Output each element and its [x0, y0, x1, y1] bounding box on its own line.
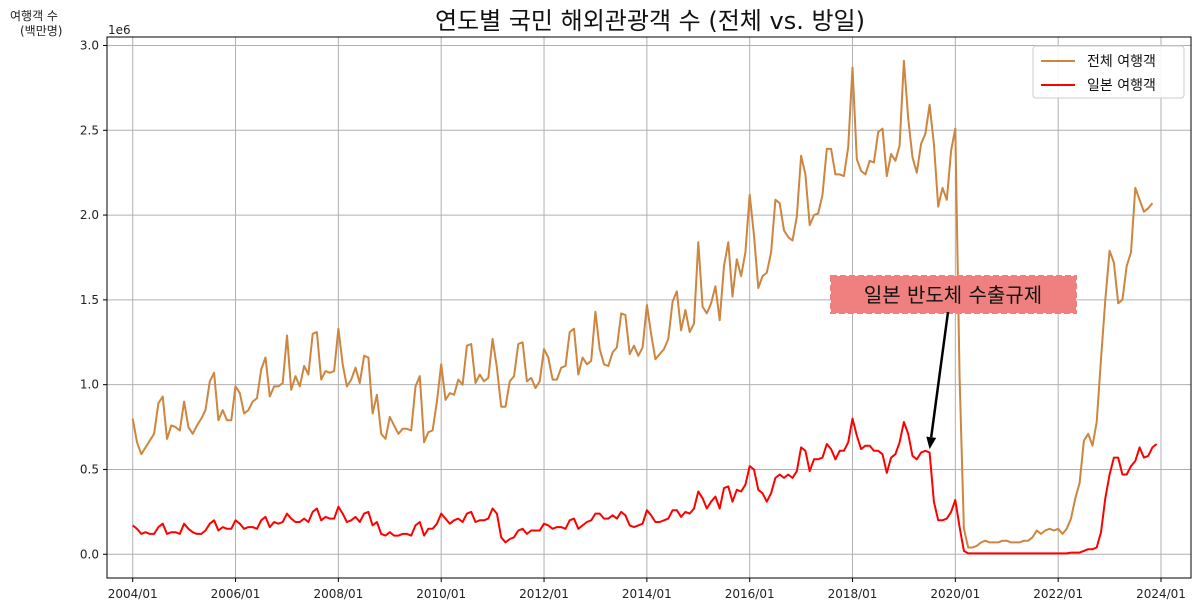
series-layer [131, 59, 1158, 555]
y-tick-label: 2.5 [80, 123, 99, 137]
y-tick-label: 1.0 [80, 378, 99, 392]
x-tick-label: 2018/01 [828, 587, 878, 601]
annotation-text: 일본 반도체 수출규제 [864, 283, 1042, 307]
y-offset-label: 1e6 [108, 23, 131, 37]
y-axis-label: 여행객 수(백만명) [10, 8, 62, 38]
x-tick-label: 2020/01 [930, 587, 980, 601]
x-tick-label: 2012/01 [519, 587, 569, 601]
legend: 전체 여행객 일본 여행객 [1032, 45, 1185, 99]
annotation-arrowhead [926, 436, 937, 450]
legend-label-total: 전체 여행객 [1087, 54, 1156, 70]
x-tick-label: 2014/01 [622, 587, 672, 601]
y-tick-label: 1.5 [80, 293, 99, 307]
y-tick-label: 0.5 [80, 462, 99, 476]
x-tick-label: 2024/01 [1136, 587, 1186, 601]
y-tick-label: 2.0 [80, 208, 99, 222]
y-axis-label-line: 여행객 수 [10, 8, 58, 23]
x-tick-label: 2008/01 [313, 587, 363, 601]
legend-label-japan: 일본 여행객 [1087, 78, 1156, 94]
series-line-total [131, 59, 1154, 549]
x-tick-label: 2016/01 [725, 587, 775, 601]
x-tick-label: 2022/01 [1033, 587, 1083, 601]
annotation: 일본 반도체 수출규제 [830, 275, 1077, 450]
y-tick-label: 3.0 [80, 38, 99, 52]
x-tick-label: 2010/01 [416, 587, 466, 601]
ticks: 2004/01 2006/01 2008/01 2010/01 2012/01 2014/… [80, 38, 1186, 601]
annotation-box [830, 275, 1077, 314]
x-tick-label: 2006/01 [211, 587, 261, 601]
annotation-arrow [929, 311, 950, 438]
series-line-japan [132, 417, 1158, 555]
y-tick-label: 0.0 [80, 547, 99, 561]
y-axis-label-line: (백만명) [20, 24, 62, 38]
chart-title: 연도별 국민 해외관광객 수 (전체 vs. 방일) [435, 7, 865, 35]
plot-frame [106, 36, 1192, 579]
grid [107, 37, 1191, 578]
x-tick-label: 2004/01 [108, 587, 158, 601]
